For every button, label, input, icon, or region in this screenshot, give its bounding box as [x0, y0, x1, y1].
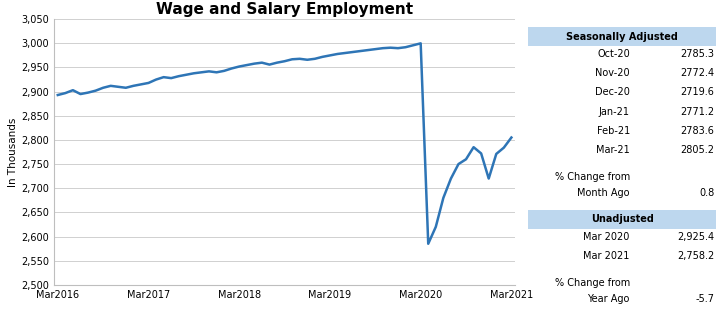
- Text: Mar 2020: Mar 2020: [583, 232, 630, 242]
- FancyBboxPatch shape: [528, 210, 716, 229]
- Text: Year Ago: Year Ago: [588, 294, 630, 304]
- Y-axis label: In Thousands: In Thousands: [9, 117, 19, 187]
- Text: Mar 2021: Mar 2021: [583, 251, 630, 261]
- Text: 2805.2: 2805.2: [680, 145, 714, 155]
- FancyBboxPatch shape: [528, 27, 716, 46]
- Text: 2771.2: 2771.2: [680, 107, 714, 116]
- Text: Seasonally Adjusted: Seasonally Adjusted: [567, 32, 678, 42]
- Title: Wage and Salary Employment: Wage and Salary Employment: [156, 2, 413, 17]
- Text: 2,758.2: 2,758.2: [678, 251, 714, 261]
- Text: Month Ago: Month Ago: [577, 188, 630, 198]
- Text: Jan-21: Jan-21: [599, 107, 630, 116]
- Text: Nov-20: Nov-20: [595, 68, 630, 78]
- Text: Unadjusted: Unadjusted: [591, 214, 654, 224]
- Text: Oct-20: Oct-20: [597, 49, 630, 59]
- Text: Mar-21: Mar-21: [596, 145, 630, 155]
- Text: 2,925.4: 2,925.4: [678, 232, 714, 242]
- Text: 2783.6: 2783.6: [680, 126, 714, 136]
- Text: 2785.3: 2785.3: [680, 49, 714, 59]
- Text: % Change from: % Change from: [554, 172, 630, 181]
- Text: -5.7: -5.7: [696, 294, 714, 304]
- Text: Feb-21: Feb-21: [597, 126, 630, 136]
- Text: 2772.4: 2772.4: [680, 68, 714, 78]
- Text: 2719.6: 2719.6: [680, 87, 714, 97]
- Text: % Change from: % Change from: [554, 278, 630, 288]
- Text: Dec-20: Dec-20: [595, 87, 630, 97]
- Text: 0.8: 0.8: [699, 188, 714, 198]
